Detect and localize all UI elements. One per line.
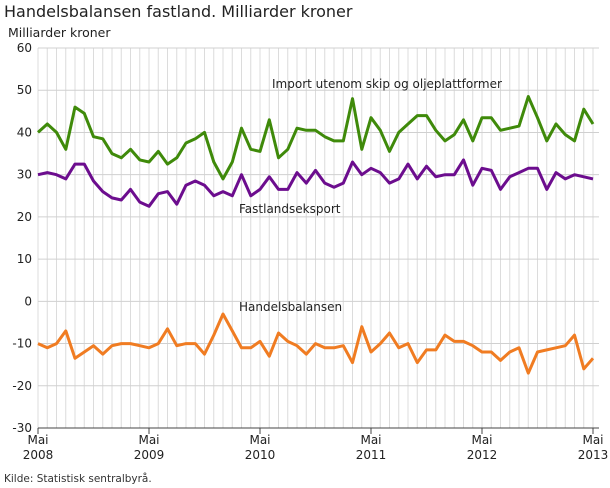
y-tick-label: 20 — [17, 210, 32, 224]
x-tick-label: 2011 — [356, 448, 387, 462]
series-annotation: Handelsbalansen — [239, 300, 342, 314]
series-annotation: Import utenom skip og oljeplattformer — [272, 77, 502, 91]
x-tick-label: Mai — [138, 433, 159, 447]
y-tick-label: 30 — [17, 168, 32, 182]
source-note: Kilde: Statistisk sentralbyrå. — [4, 473, 152, 485]
x-tick-label: 2012 — [467, 448, 498, 462]
x-tick-label: Mai — [360, 433, 381, 447]
x-tick-label: 2008 — [23, 448, 54, 462]
x-tick-label: Mai — [471, 433, 492, 447]
series-annotation: Fastlandseksport — [239, 202, 341, 216]
x-tick-label: 2013 — [578, 448, 609, 462]
y-tick-label: 40 — [17, 125, 32, 139]
y-tick-label: 10 — [17, 252, 32, 266]
y-tick-label: 50 — [17, 83, 32, 97]
x-tick-label: 2010 — [245, 448, 276, 462]
y-tick-label: -10 — [12, 337, 32, 351]
series-line-2 — [37, 158, 594, 208]
y-tick-label: -30 — [12, 421, 32, 435]
series-line-1 — [36, 95, 595, 181]
y-tick-label: 60 — [17, 41, 32, 55]
x-tick-label: 2009 — [134, 448, 165, 462]
series-line-3 — [37, 312, 595, 375]
y-tick-label: 0 — [24, 294, 32, 308]
y-axis-label: Milliarder kroner — [8, 25, 111, 40]
y-tick-label: -20 — [12, 379, 32, 393]
x-tick-label: Mai — [27, 433, 48, 447]
x-tick-label: Mai — [249, 433, 270, 447]
x-tick-label: Mai — [582, 433, 603, 447]
chart-title: Handelsbalansen fastland. Milliarder kro… — [4, 2, 353, 21]
